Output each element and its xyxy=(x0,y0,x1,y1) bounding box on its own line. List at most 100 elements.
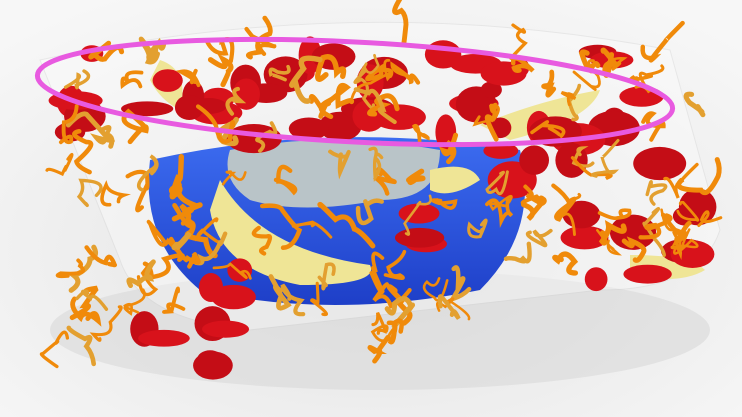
er-tube xyxy=(172,203,193,229)
er-tube xyxy=(75,289,109,311)
er-tube xyxy=(146,37,167,62)
er-tube xyxy=(368,146,384,183)
er-tube xyxy=(551,183,575,222)
er-tube xyxy=(72,129,94,175)
er-tube xyxy=(640,20,685,63)
er-tube xyxy=(251,225,273,256)
er-tube xyxy=(317,262,336,291)
mitochondrion xyxy=(121,101,174,117)
er-tube xyxy=(365,64,394,82)
mitochondrion xyxy=(152,69,183,92)
er-tube xyxy=(171,231,192,251)
er-tube xyxy=(645,179,668,206)
er-tube xyxy=(571,146,595,168)
er-tube xyxy=(89,305,123,342)
er-tube xyxy=(697,210,723,227)
er-tube xyxy=(412,123,430,144)
er-tube xyxy=(572,59,601,91)
red-organelles xyxy=(48,36,717,380)
er-tube xyxy=(100,180,131,207)
mitochondrion xyxy=(519,145,550,175)
er-tube xyxy=(485,170,509,196)
er-tube xyxy=(280,283,306,317)
er-tube xyxy=(126,259,156,289)
er-tube xyxy=(683,91,706,118)
er-tube xyxy=(168,178,182,197)
er-tube xyxy=(604,56,628,71)
er-tube xyxy=(567,83,582,122)
er-tube xyxy=(578,49,601,74)
mitochondrion xyxy=(398,203,440,224)
er-tube xyxy=(315,54,347,82)
er-tube xyxy=(390,61,421,85)
er-tube xyxy=(175,68,201,88)
er-tube xyxy=(317,201,376,249)
er-tube xyxy=(406,168,426,186)
er-tube xyxy=(136,154,159,192)
er-tube xyxy=(310,281,328,317)
er-tube xyxy=(520,184,544,206)
er-tube xyxy=(121,108,149,145)
mitochondrion xyxy=(633,146,687,181)
er-tube xyxy=(371,311,387,335)
er-tube xyxy=(597,208,632,221)
er-tube xyxy=(268,64,291,82)
er-tube xyxy=(225,86,247,116)
er-tube xyxy=(268,274,292,311)
mitochondrion xyxy=(202,320,250,338)
mitochondrion xyxy=(318,111,362,141)
mitochondrion xyxy=(227,258,253,282)
er-tube xyxy=(194,217,223,245)
er-tube xyxy=(367,334,391,364)
er-tube xyxy=(84,245,117,268)
er-tube xyxy=(541,69,557,98)
er-tube xyxy=(55,258,85,279)
er-tube xyxy=(255,121,278,153)
er-tube xyxy=(58,104,79,145)
er-tube xyxy=(641,111,666,142)
er-tube xyxy=(358,53,380,77)
er-tube xyxy=(45,152,74,177)
er-tube xyxy=(212,262,252,280)
er-tube xyxy=(195,104,236,144)
er-tube xyxy=(350,58,393,100)
er-tube xyxy=(63,69,91,90)
yellow-body xyxy=(430,166,480,194)
er-tube xyxy=(221,170,247,186)
er-tube xyxy=(598,219,627,246)
er-tube xyxy=(435,297,471,321)
er-tube xyxy=(355,198,384,226)
er-tube xyxy=(207,53,234,88)
mitochondrion xyxy=(174,95,204,120)
er-tube xyxy=(169,236,201,269)
er-tube xyxy=(125,169,150,213)
mitochondrion xyxy=(288,117,329,140)
mitochondrion xyxy=(480,81,502,99)
er-tube xyxy=(367,93,400,117)
orange-network xyxy=(39,0,723,369)
er-tube xyxy=(120,70,144,90)
er-tube xyxy=(193,231,228,266)
magenta-ring xyxy=(34,36,676,148)
er-tube xyxy=(447,265,472,303)
er-tube xyxy=(171,187,203,222)
er-tube xyxy=(383,249,407,280)
er-tube xyxy=(676,157,722,196)
er-tube xyxy=(591,139,620,178)
er-tube xyxy=(384,296,415,329)
er-tube xyxy=(70,296,102,327)
er-tube xyxy=(369,251,385,295)
er-tube xyxy=(670,230,685,261)
er-tube xyxy=(552,251,579,276)
er-tube xyxy=(353,87,397,125)
er-tube xyxy=(392,0,409,47)
er-tube xyxy=(403,194,432,236)
er-tube xyxy=(467,218,488,239)
mitochondrion xyxy=(560,225,609,250)
er-tube xyxy=(386,318,404,345)
er-tube xyxy=(273,164,298,196)
er-tube xyxy=(308,94,334,120)
er-tube xyxy=(90,125,115,145)
